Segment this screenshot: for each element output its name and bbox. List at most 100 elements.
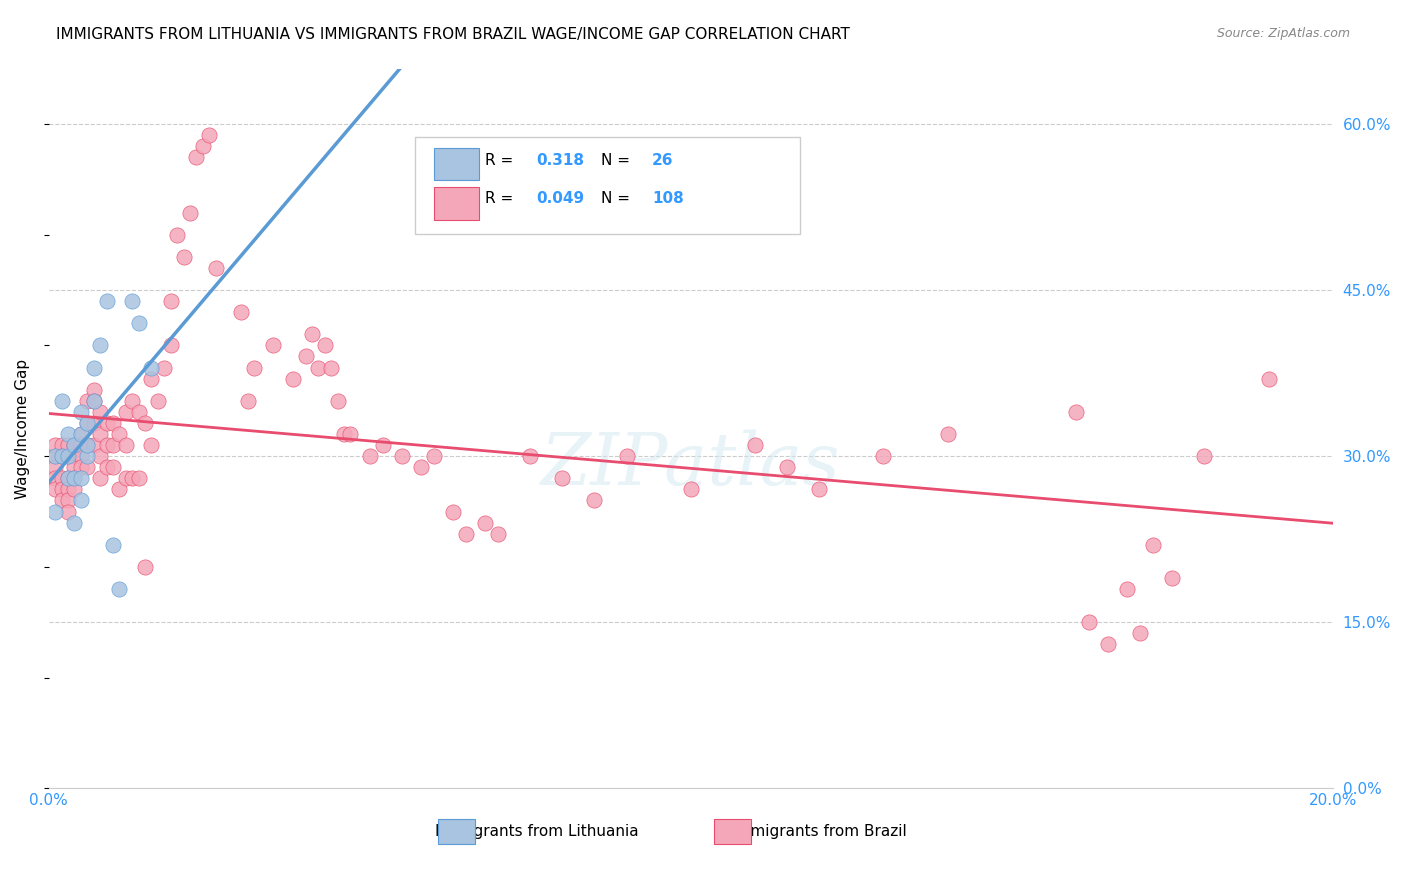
Point [76,438,98,452]
Point [96,460,118,475]
Point [134,560,156,574]
Point [411,460,433,475]
Point [108,427,131,442]
Point [83,416,105,430]
Point [371,438,394,452]
Point [83,438,105,452]
Point [51,393,73,408]
Point [1194,449,1216,463]
Point [70,427,93,442]
Point [191,139,214,153]
Point [159,338,181,352]
Point [44,483,66,497]
Point [83,360,105,375]
Point [441,504,464,518]
Point [76,416,98,430]
Point [83,393,105,408]
Point [44,449,66,463]
Point [56,504,79,518]
Text: R =: R = [485,191,519,205]
Point [76,449,98,463]
Point [44,449,66,463]
FancyBboxPatch shape [434,148,479,180]
Point [51,449,73,463]
Point [808,483,831,497]
Point [44,471,66,485]
Point [231,305,253,319]
Point [486,526,509,541]
Point [101,416,124,430]
Point [1161,571,1184,585]
Point [56,471,79,485]
Point [70,427,93,442]
Point [51,449,73,463]
Point [1097,637,1119,651]
Text: 26: 26 [652,153,673,169]
Point [128,316,150,330]
Point [114,438,136,452]
Point [63,438,86,452]
Point [423,449,446,463]
Point [63,438,86,452]
Point [101,438,124,452]
Point [333,427,356,442]
Text: R =: R = [485,153,519,169]
Point [114,405,136,419]
FancyBboxPatch shape [437,820,475,844]
Point [70,405,93,419]
FancyBboxPatch shape [714,820,751,844]
Point [1129,626,1152,640]
Point [70,460,93,475]
Point [166,227,188,242]
Point [159,294,181,309]
Point [96,294,118,309]
Point [1257,371,1279,385]
Point [1077,615,1099,630]
Point [474,516,496,530]
Point [63,516,86,530]
Y-axis label: Wage/Income Gap: Wage/Income Gap [15,359,30,499]
Point [51,493,73,508]
Point [51,471,73,485]
Point [1064,405,1087,419]
Point [294,350,316,364]
Point [128,471,150,485]
Point [76,438,98,452]
Point [44,460,66,475]
Point [44,504,66,518]
Point [108,582,131,596]
Point [63,460,86,475]
Point [1116,582,1139,596]
Point [89,449,111,463]
Text: N =: N = [600,153,634,169]
Point [551,471,574,485]
Point [63,471,86,485]
Text: 0.318: 0.318 [537,153,585,169]
Point [101,460,124,475]
Point [56,438,79,452]
Point [70,471,93,485]
Point [121,294,143,309]
Point [76,393,98,408]
Point [101,538,124,552]
Point [114,471,136,485]
Point [454,526,477,541]
Point [70,493,93,508]
Point [76,460,98,475]
Point [141,438,163,452]
Point [141,360,163,375]
Point [83,383,105,397]
Point [339,427,361,442]
Point [236,393,259,408]
Point [281,371,304,385]
Point [326,393,349,408]
Point [307,360,329,375]
Point [96,416,118,430]
Point [56,427,79,442]
Point [173,250,195,264]
Point [121,471,143,485]
Point [51,438,73,452]
Text: 0.049: 0.049 [537,191,585,205]
Point [519,449,541,463]
Point [44,438,66,452]
